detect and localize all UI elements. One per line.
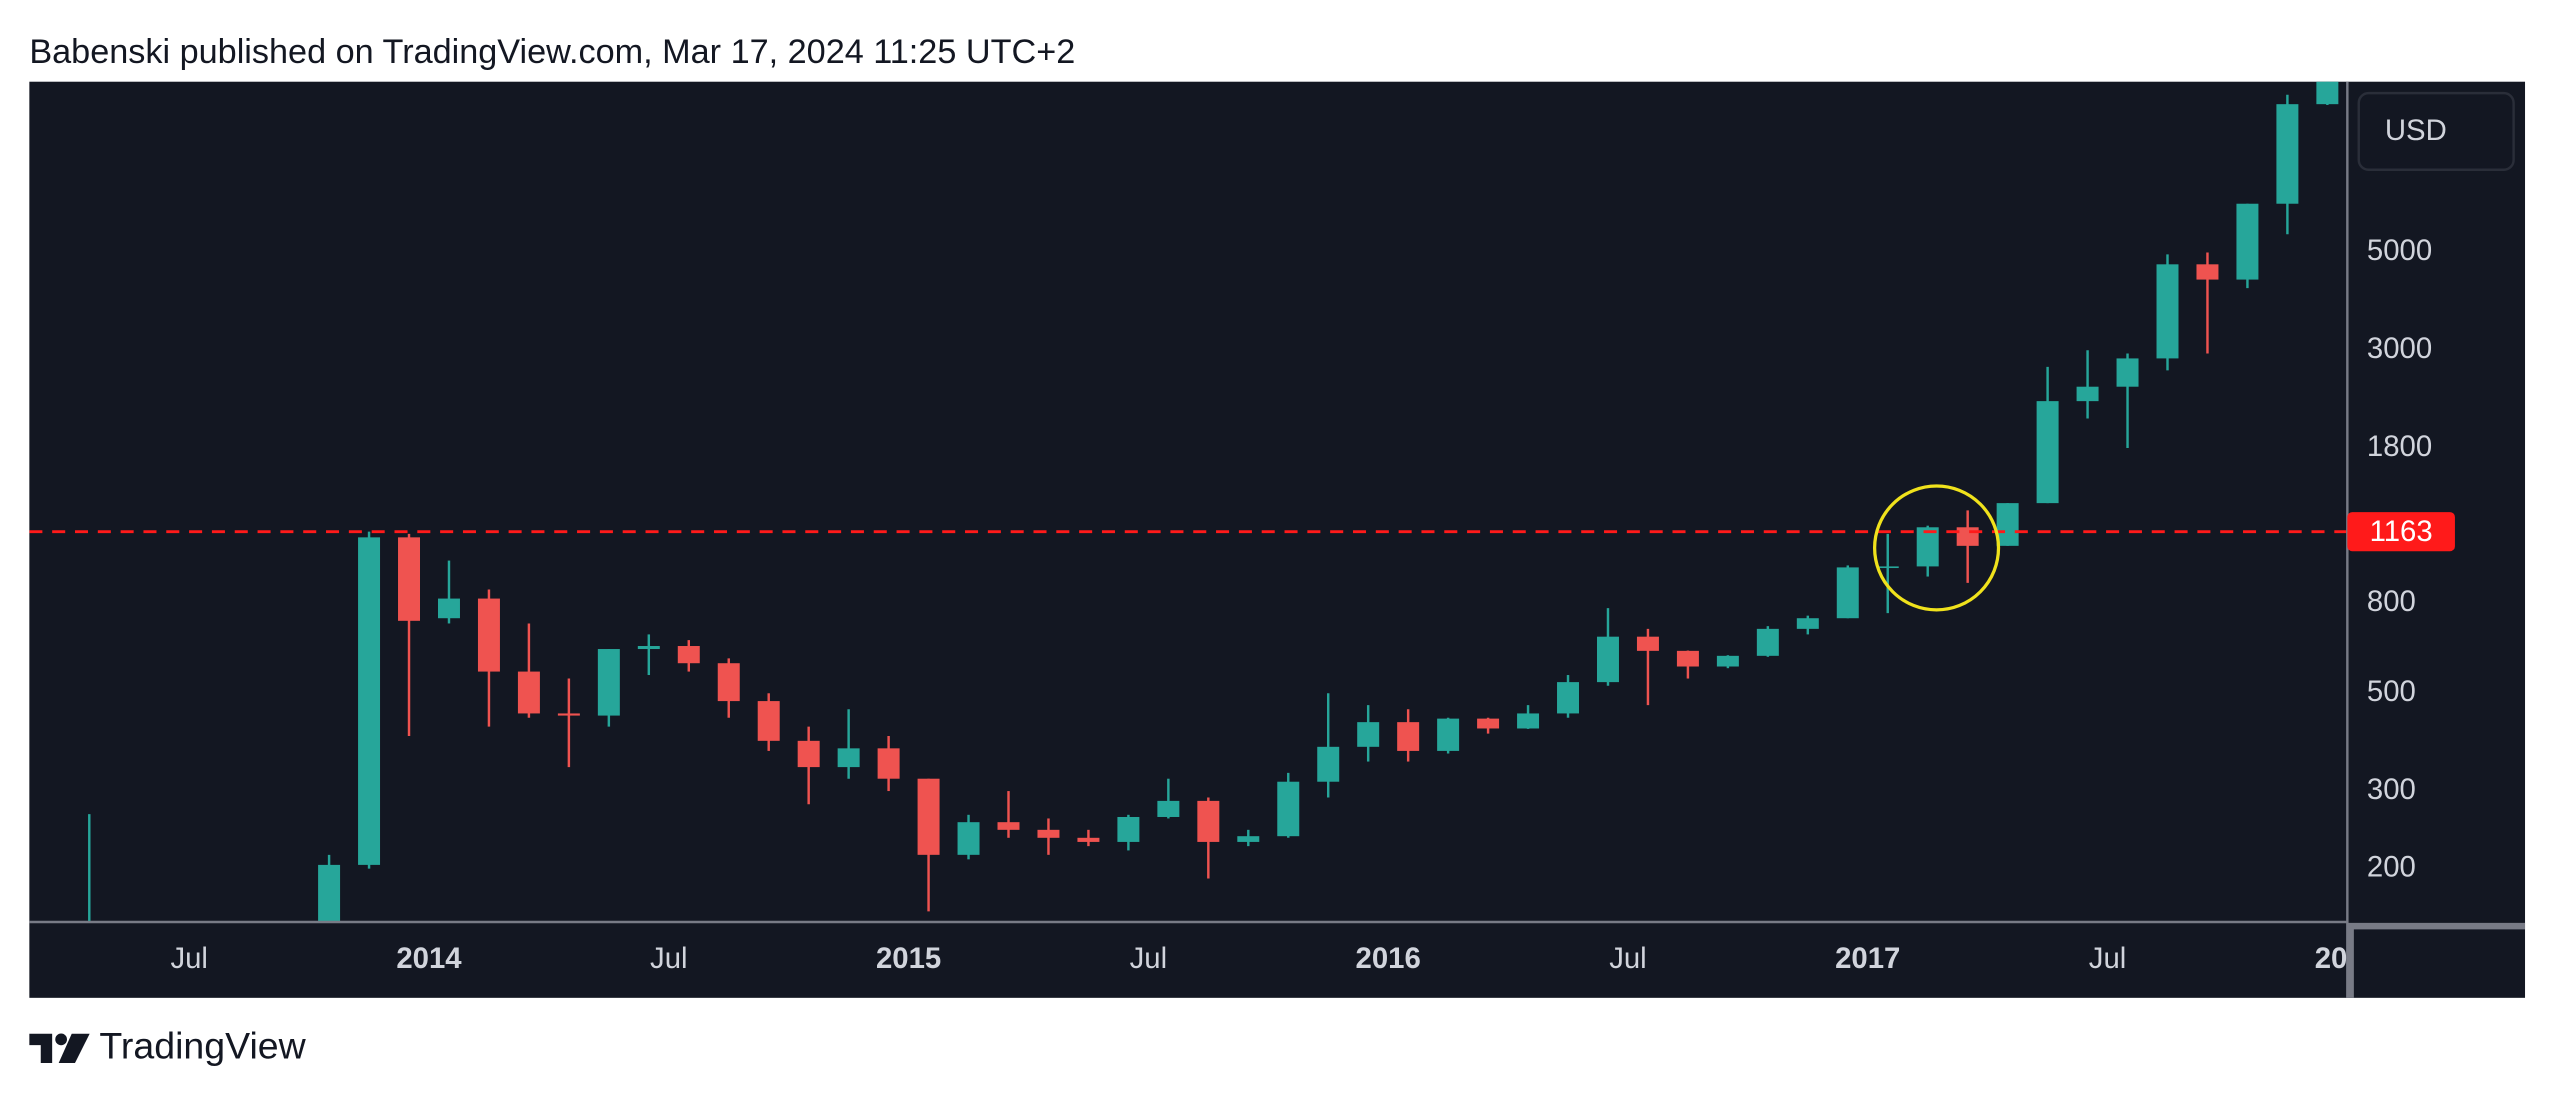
x-tick-label: Jul (2089, 942, 2127, 975)
candle-body (1996, 503, 2019, 546)
candle-body (997, 822, 1020, 830)
candle-body (1197, 800, 1220, 842)
candle-body (757, 701, 780, 741)
candle-body (398, 537, 421, 621)
x-tick-label: 2018 (2315, 942, 2380, 975)
candle-body (1716, 655, 1739, 667)
footer-brand: TradingView (99, 1024, 306, 1066)
x-tick-label: Jul (650, 942, 688, 975)
currency-button[interactable] (2357, 91, 2515, 171)
x-tick-label: 2015 (876, 942, 941, 975)
candle-body (2116, 358, 2139, 387)
price-axis: 200 300 500 800 1800 3000 5000 (2367, 234, 2432, 883)
candle-body (2236, 203, 2259, 280)
y-tick-label: 1800 (2367, 430, 2432, 463)
candle-body (1237, 836, 1260, 842)
candle-body (1397, 722, 1420, 751)
candle-body (1916, 527, 1939, 567)
candle-body (358, 537, 381, 865)
x-tick-label: Jul (1609, 942, 1647, 975)
candle-body (1756, 628, 1779, 656)
x-tick-label: Jul (170, 942, 207, 975)
candle-body (1517, 713, 1540, 729)
candle-body (1876, 566, 1899, 569)
candle-body (1557, 682, 1580, 714)
chart-background (29, 81, 2526, 998)
candle-body (1157, 800, 1180, 817)
candle-body (477, 598, 500, 672)
candle-body (637, 646, 660, 650)
header-title: Babenski published on TradingView.com, M… (29, 33, 1075, 71)
candle-body (797, 740, 820, 768)
plot-area (29, 81, 2348, 922)
candle-body (2156, 264, 2179, 359)
candle-body (1037, 829, 1060, 838)
price-level-label: 1163 (2370, 515, 2433, 548)
candle-body (1676, 650, 1699, 667)
y-tick-label: 3000 (2367, 332, 2432, 365)
candle-body (318, 864, 341, 922)
candle-body (1796, 618, 1819, 629)
candle-body (917, 778, 940, 855)
y-tick-label: 800 (2367, 585, 2416, 618)
candle-body (1317, 746, 1340, 782)
candle-body (1636, 636, 1659, 651)
y-tick-label: 200 (2367, 850, 2416, 883)
time-axis: Jul 2014 Jul 2015 Jul 2016 Jul 2017 Jul 2018 (170, 942, 2380, 975)
candle-body (557, 713, 580, 716)
candle-body (1357, 722, 1380, 747)
candle-body (437, 598, 460, 619)
highlight-circle (1872, 484, 2001, 612)
candle-body (1117, 816, 1140, 842)
y-tick-label: 500 (2367, 675, 2416, 708)
candle-body (677, 646, 700, 664)
x-tick-label: 2017 (1835, 942, 1900, 975)
candle-body (877, 748, 900, 779)
candle-body (517, 671, 540, 714)
candle-body (1956, 527, 1979, 546)
candle-body (2036, 401, 2059, 504)
axis-corner (2347, 922, 2526, 998)
candle-body (2276, 104, 2299, 204)
candle-body (1596, 636, 1619, 683)
tradingview-logo (29, 1033, 90, 1064)
x-tick-label: Jul (1130, 942, 1168, 975)
y-tick-label: 5000 (2367, 234, 2432, 267)
price-level-badge (2347, 512, 2455, 552)
candle-body (837, 748, 860, 768)
x-tick-label: 2016 (1356, 942, 1421, 975)
x-tick-label: 2014 (396, 942, 462, 975)
candle-body (1477, 718, 1500, 729)
currency-label: USD (2385, 114, 2447, 147)
candle-body (597, 649, 620, 716)
candle-body (1277, 781, 1300, 837)
candle-body (717, 663, 740, 702)
candle-body (1836, 567, 1859, 619)
candle-body (957, 822, 980, 855)
candle-body (2076, 386, 2099, 402)
candle-body (2316, 81, 2339, 105)
candle-body (2196, 264, 2219, 280)
candle-body (1077, 837, 1100, 842)
candle-body (1437, 718, 1460, 751)
y-tick-label: 300 (2367, 773, 2416, 806)
